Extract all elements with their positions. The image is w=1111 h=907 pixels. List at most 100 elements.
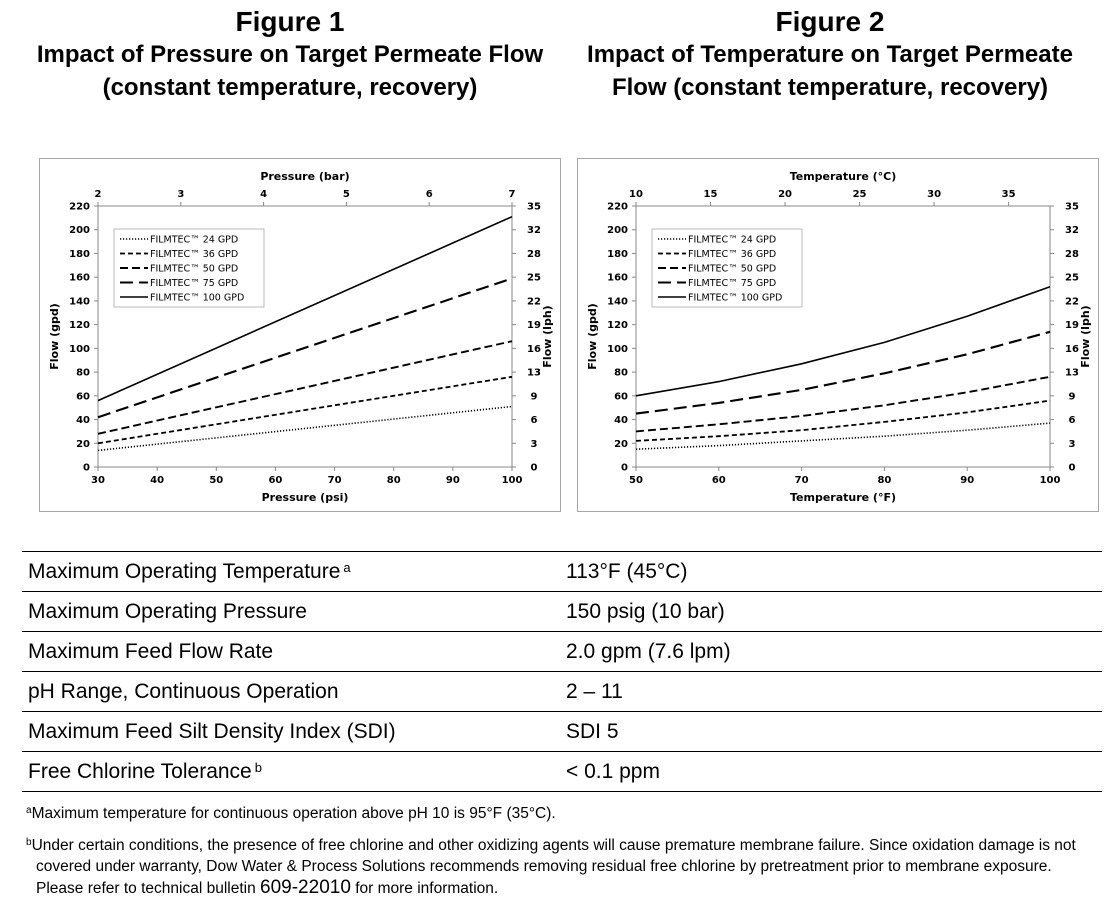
figure-2-heading: Figure 2 Impact of Temperature on Target… [572, 6, 1088, 104]
series-line [635, 422, 1051, 450]
y-right-tick-label: 6 [531, 415, 538, 426]
y-right-tick-label: 25 [1065, 273, 1079, 284]
x-top-tick-label: 7 [509, 189, 516, 200]
spec-label-text: Free Chlorine Tolerance [28, 759, 252, 783]
x-bottom-axis-title: Pressure (psi) [262, 491, 349, 504]
y-right-tick-label: 16 [527, 344, 541, 355]
spec-label-text: Maximum Operating Pressure [28, 599, 307, 623]
x-bottom-tick-label: 40 [150, 475, 164, 486]
x-top-tick-label: 4 [260, 189, 267, 200]
y-left-tick-label: 120 [69, 320, 90, 331]
y-right-tick-label: 3 [531, 439, 538, 450]
footnote-a-text: Maximum temperature for continuous opera… [31, 805, 556, 822]
y-right-tick-label: 16 [1065, 344, 1079, 355]
series-line [635, 285, 1051, 397]
y-right-tick-label: 6 [1069, 415, 1076, 426]
x-top-tick-label: 30 [927, 189, 941, 200]
x-top-tick-label: 35 [1002, 189, 1016, 200]
series-line [635, 399, 1051, 442]
footnote-a: aMaximum temperature for continuous oper… [26, 800, 1096, 824]
y-left-tick-label: 160 [69, 273, 90, 284]
y-left-axis-title: Flow (gpd) [586, 303, 599, 370]
spec-value: 150 psig (10 bar) [558, 591, 1102, 632]
y-right-tick-label: 9 [531, 391, 538, 402]
y-right-tick-label: 25 [527, 273, 541, 284]
y-right-tick-label: 35 [1065, 202, 1079, 213]
series-line [97, 277, 513, 419]
y-left-tick-label: 180 [69, 249, 90, 260]
y-left-tick-label: 40 [76, 415, 90, 426]
figure-2-title-line2: Flow (constant temperature, recovery) [611, 74, 1049, 101]
x-top-tick-label: 15 [704, 189, 718, 200]
spec-label: Free Chlorine Tolerance b [22, 751, 558, 792]
spec-label: Maximum Feed Silt Density Index (SDI) [22, 711, 558, 752]
spec-row: Maximum Operating Pressure 150 psig (10 b… [22, 591, 1102, 632]
figure-1-heading: Figure 1 Impact of Pressure on Target Pe… [30, 6, 550, 104]
spec-row: Free Chlorine Tolerance b < 0.1 ppm [22, 751, 1102, 792]
y-left-tick-label: 60 [76, 391, 90, 402]
y-right-axis-title: Flow (lph) [1079, 305, 1092, 367]
y-left-tick-label: 0 [83, 463, 90, 474]
pressure-flow-chart: 0 20 40 60 80 100 120 140 160 180 200 220 0 3 6 9 13 16 19… [39, 158, 561, 512]
x-top-tick-label: 20 [778, 189, 792, 200]
spec-value: < 0.1 ppm [558, 751, 1102, 792]
spec-footnote-mark: a [343, 559, 351, 575]
figure-1-number: Figure 1 [235, 6, 345, 37]
series-line [97, 375, 513, 445]
y-left-tick-label: 140 [69, 296, 90, 307]
series-line [635, 330, 1051, 415]
series-line [97, 215, 513, 402]
y-left-tick-label: 160 [607, 273, 628, 284]
spec-value: 2.0 gpm (7.6 lpm) [558, 631, 1102, 672]
y-left-tick-label: 140 [607, 296, 628, 307]
y-right-tick-label: 0 [1069, 463, 1076, 474]
x-bottom-tick-label: 60 [712, 475, 726, 486]
y-left-tick-label: 120 [607, 320, 628, 331]
footnote-b-mark: b [26, 837, 32, 848]
y-left-tick-label: 220 [607, 202, 628, 213]
figure-2-number: Figure 2 [775, 6, 885, 37]
y-right-tick-label: 3 [1069, 439, 1076, 450]
y-right-tick-label: 19 [527, 320, 541, 331]
technical-bulletin-number: 609-22010 [260, 877, 351, 898]
x-bottom-tick-label: 100 [502, 475, 523, 486]
legend-label: FILMTEC™ 50 GPD [150, 264, 238, 275]
spec-row: Maximum Feed Flow Rate 2.0 gpm (7.6 lpm) [22, 631, 1102, 672]
y-left-tick-label: 200 [607, 225, 628, 236]
spec-label-text: Maximum Feed Flow Rate [28, 639, 274, 663]
series-line [97, 405, 513, 452]
x-bottom-tick-label: 50 [629, 475, 643, 486]
y-left-tick-label: 20 [614, 439, 628, 450]
spec-row: Maximum Feed Silt Density Index (SDI) SDI… [22, 711, 1102, 752]
y-left-tick-label: 80 [76, 368, 90, 379]
specifications-table: Maximum Operating Temperature a 113°F (45°… [22, 551, 1102, 792]
y-right-tick-label: 35 [527, 202, 541, 213]
legend-label: FILMTEC™ 24 GPD [688, 235, 776, 246]
x-bottom-tick-label: 90 [446, 475, 460, 486]
legend-label: FILMTEC™ 50 GPD [688, 264, 776, 275]
figure-2-title-line1: Impact of Temperature on Target Permeate [587, 41, 1073, 68]
y-right-tick-label: 19 [1065, 320, 1079, 331]
y-right-tick-label: 9 [1069, 391, 1076, 402]
spec-value: 2 – 11 [558, 671, 1102, 712]
y-left-tick-label: 60 [614, 391, 628, 402]
y-right-tick-label: 28 [527, 249, 541, 260]
x-top-tick-label: 25 [853, 189, 867, 200]
spec-label: Maximum Feed Flow Rate [22, 631, 558, 672]
y-right-tick-label: 13 [527, 368, 541, 379]
x-bottom-axis-title: Temperature (°F) [790, 491, 896, 504]
y-left-tick-label: 40 [614, 415, 628, 426]
x-bottom-tick-label: 80 [387, 475, 401, 486]
y-right-tick-label: 32 [1065, 225, 1079, 236]
series-line [635, 375, 1051, 433]
legend-label: FILMTEC™ 36 GPD [688, 249, 776, 260]
y-right-tick-label: 32 [527, 225, 541, 236]
y-left-axis-title: Flow (gpd) [48, 303, 61, 370]
spec-label-text: pH Range, Continuous Operation [28, 679, 339, 703]
temperature-flow-chart: 0 20 40 60 80 100 120 140 160 180 200 220 0 3 6 9 13 16 19… [577, 158, 1099, 512]
spec-value: 113°F (45°C) [558, 551, 1102, 592]
legend-label: FILMTEC™ 36 GPD [150, 249, 238, 260]
x-bottom-tick-label: 100 [1040, 475, 1061, 486]
spec-label: Maximum Operating Temperature a [22, 551, 558, 592]
pressure-flow-chart-svg: 0 20 40 60 80 100 120 140 160 180 200 220 0 3 6 9 13 16 19… [48, 170, 554, 504]
